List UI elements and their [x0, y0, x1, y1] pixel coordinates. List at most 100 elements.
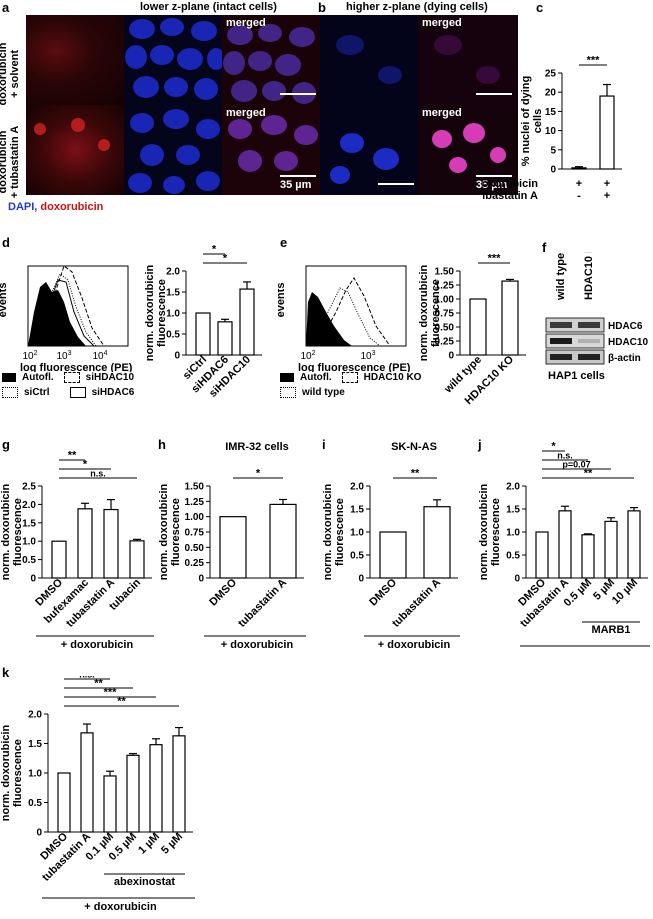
chart-i: SK-N-AS 0 0.5 1.0 1.5 2.0 norm. doxorubicinflu… — [322, 441, 460, 648]
scale-bar — [476, 93, 512, 95]
micrograph-solvent-merged-high: merged — [418, 15, 518, 105]
significance-label: ** — [584, 468, 593, 480]
legend-swatch-sihdac10 — [63, 372, 80, 383]
panel-a-header: lower z-plane (intact cells) — [140, 1, 277, 13]
panel-letter-c: c — [536, 0, 544, 15]
bar — [581, 534, 595, 579]
bar — [501, 280, 519, 356]
panel-letter-d: d — [2, 235, 10, 250]
condition-value: - — [577, 190, 581, 202]
y-tick-label: 20 — [545, 88, 557, 99]
legend-swatch-autofl — [2, 373, 16, 382]
legend-swatch-sihdac6 — [69, 387, 86, 398]
panel-letter-f: f — [542, 240, 547, 255]
y-tick-label: 0 — [358, 574, 364, 585]
footer-label: + doxorubicin — [378, 639, 451, 648]
bar — [126, 754, 140, 833]
y-tick-label: 0.5 — [506, 551, 520, 562]
legend-swatch-wildtype — [280, 387, 296, 398]
y-tick-label: 0.25 — [185, 558, 205, 569]
micrograph-solvent-merged: merged — [222, 15, 322, 105]
footer-label: + doxorubicin — [61, 639, 134, 648]
significance-label: * — [551, 441, 556, 453]
y-tick-label: 1.0 — [28, 769, 42, 780]
y-tick-label: 0 — [514, 574, 520, 585]
legend-label: Autofl. — [300, 372, 332, 383]
blot-band — [578, 322, 600, 328]
y-tick-label: 1.5 — [506, 505, 520, 516]
y-tick-label: 0 — [550, 165, 556, 176]
blot-strip-hdac6 — [545, 317, 605, 333]
y-tick-label: 2.0 — [166, 267, 180, 278]
y-tick-label: 2.0 — [506, 482, 520, 493]
micrograph-solvent-dapi-high — [320, 15, 420, 105]
significance-label: ** — [94, 678, 103, 690]
footer-label: + doxorubicin — [84, 901, 157, 913]
micrograph-tubastatin-merged: merged 35 µm — [222, 105, 322, 195]
blot-caption: HAP1 cells — [548, 370, 605, 382]
bar — [51, 540, 67, 579]
y-axis-label: norm. doxorubicinfluorescence — [0, 724, 24, 821]
y-tick-label: 10 — [545, 126, 557, 137]
category-label: tubastatin A — [236, 577, 289, 630]
condition-label: tubastatin A — [483, 190, 538, 202]
significance-label: p=0.07 — [562, 460, 590, 470]
blot-strip-hdac10 — [545, 333, 605, 349]
y-axis-label: norm. doxorubicinfluorescence — [418, 264, 442, 361]
category-label: 10 µM — [610, 577, 640, 607]
legend-label: siHDAC10 — [85, 372, 135, 383]
condition-label: doxorubicin — [483, 178, 538, 190]
y-tick-label: 0 — [30, 574, 36, 585]
legend-label: HDAC10 KO — [363, 372, 422, 383]
y-tick-label: 15 — [545, 107, 557, 118]
bar — [558, 510, 572, 579]
y-axis-label: % nuclei of dyingcells — [520, 76, 544, 166]
y-tick-label: 2.0 — [28, 710, 42, 721]
category-label: 1 µM — [136, 831, 162, 857]
group-label: MARB1 — [591, 624, 630, 636]
bar — [627, 510, 641, 579]
legend-label: wild type — [302, 387, 345, 398]
y-tick-label: 1.5 — [22, 518, 36, 529]
blot-column-label: HDAC10 KO — [583, 252, 595, 300]
western-blot-f: wild type HDAC10 KO HDAC6 HDAC10 β-actin… — [545, 252, 648, 382]
flow-sihdac10-histogram — [27, 265, 105, 347]
blot-band — [550, 338, 572, 344]
flow-e-legend: Autofl. HDAC10 KO wild type — [280, 372, 440, 398]
micrograph-tubastatin-dapi — [124, 105, 224, 195]
bar — [239, 288, 255, 356]
bar — [423, 506, 451, 579]
y-tick-label: 0.5 — [166, 330, 180, 341]
panel-letter-h: h — [158, 437, 166, 452]
chart-title: SK-N-AS — [391, 441, 437, 453]
micrograph-tubastatin-merged-high: merged 35 µm — [418, 105, 518, 195]
condition-value: + — [576, 178, 582, 190]
blot-band-label: HDAC6 — [608, 321, 643, 332]
panel-letter-k: k — [2, 665, 10, 680]
y-tick-label: 1.0 — [22, 537, 36, 548]
merged-label: merged — [226, 17, 266, 29]
bar — [77, 508, 93, 579]
y-tick-label: 1.50 — [185, 482, 205, 493]
y-tick-label: 1.0 — [350, 528, 364, 539]
merged-label: merged — [422, 17, 462, 29]
blot-column-label: wild type — [555, 253, 567, 301]
panel-letter-i: i — [322, 437, 326, 452]
panel-a-legend: DAPI, doxorubicin — [8, 201, 103, 213]
significance-label: *** — [488, 253, 502, 265]
significance-label: ** — [117, 696, 126, 708]
flow-sihdac6-histogram — [27, 279, 95, 347]
chart-c: 0 5 10 15 20 25% nuclei of dyingcells *** doxor… — [483, 55, 622, 202]
micrograph-tubastatin-dapi-high — [320, 105, 420, 195]
chart-j: 0 0.5 1.0 1.5 2.0 norm. doxorubicinfluorescen… — [478, 441, 650, 647]
legend-label: Autofl. — [22, 372, 54, 383]
panel-letter-e: e — [280, 235, 288, 250]
merged-label: merged — [226, 107, 266, 119]
blot-band — [578, 339, 600, 343]
y-tick-label: 1.25 — [185, 497, 205, 508]
chart-h: IMR-32 cells 0 0.25 0.50 0.75 1.00 1.25 1.50nor… — [158, 441, 306, 648]
micrograph-solvent-dapi — [124, 15, 224, 105]
condition-value: + — [604, 178, 610, 190]
blot-band-label: HDAC10 — [608, 337, 648, 348]
